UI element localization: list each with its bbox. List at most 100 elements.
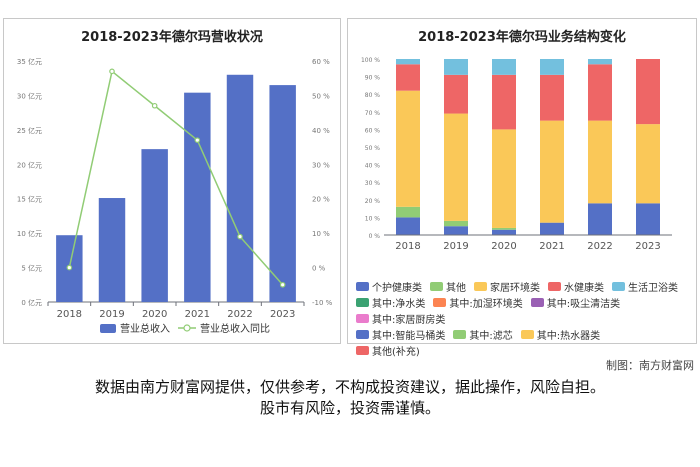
legend-label: 其他: [446, 282, 466, 294]
stack-segment: [444, 226, 468, 235]
legend-item[interactable]: 其中:滤芯: [453, 326, 513, 342]
legend-item[interactable]: 其中:家居厨房类: [356, 310, 445, 326]
y-tick-label: 80 %: [365, 92, 381, 99]
stack-segment: [636, 59, 660, 125]
legend-swatch: [474, 281, 487, 291]
x-tick-label: 2020: [142, 309, 167, 320]
stack-segment: [492, 74, 516, 130]
x-tick-label: 2021: [185, 309, 210, 320]
y-tick-label: 40 %: [365, 163, 381, 170]
stack-segment: [636, 203, 660, 235]
stack-segment: [540, 59, 564, 75]
stack-segment: [396, 90, 420, 207]
y-right-tick-label: 50 %: [312, 92, 330, 100]
y-left-tick-label: 10 亿元: [17, 229, 42, 238]
legend-item[interactable]: 其他: [430, 278, 466, 294]
legend-label: 个护健康类: [372, 282, 422, 294]
yoy-point: [279, 281, 286, 288]
y-left-tick-label: 5 亿元: [21, 264, 42, 273]
stack-segment: [396, 59, 420, 65]
legend-label: 生活卫浴类: [628, 282, 678, 294]
legend-swatch: [356, 297, 369, 307]
stack-segment: [396, 64, 420, 91]
stack-segment: [492, 129, 516, 228]
legend-swatch: [530, 297, 544, 307]
legend-item[interactable]: 其中:吸尘清洁类: [530, 294, 621, 310]
x-tick-label: 2022: [587, 241, 612, 252]
legend-item[interactable]: 其中:净水类: [356, 294, 425, 310]
legend-swatch: [453, 329, 467, 339]
y-tick-label: 50 %: [365, 145, 381, 152]
legend-item[interactable]: 其中:智能马桶类: [356, 326, 445, 342]
x-tick-label: 2023: [270, 309, 295, 320]
revenue-bar: [269, 85, 296, 302]
legend-swatch: [356, 281, 369, 291]
legend-swatch: [356, 313, 369, 323]
legend-item[interactable]: 个护健康类: [356, 278, 422, 294]
yoy-point: [237, 233, 243, 240]
legend-swatch: [430, 281, 443, 291]
legend-label: 水健康类: [564, 282, 604, 294]
revenue-chart: 0 亿元 5 亿元 10 亿元 15 亿元 20 亿元 25 亿元 30 亿元 35 亿元 -1…: [17, 57, 333, 335]
y-tick-label: 90 %: [365, 75, 381, 82]
y-left-tick-label: 0 亿元: [21, 298, 42, 307]
revenue-bar: [226, 74, 254, 302]
legend-row: 其中:智能马桶类 其中:滤芯 其中:热水器类: [356, 326, 696, 342]
legend-label: 家居环境类: [490, 282, 540, 294]
legend-item[interactable]: 其中:热水器类: [520, 326, 601, 342]
x-tick-label: 2018: [395, 241, 420, 252]
structure-chart: 0 % 10 % 20 % 30 % 40 % 50 % 60 % 70 % 80 % 90 % 1…: [361, 57, 672, 252]
stack-segment: [444, 220, 468, 227]
y-tick-label: 30 %: [365, 180, 381, 187]
legend-line-marker: [183, 324, 191, 332]
legend-label: 其中:加湿环境类: [449, 298, 523, 310]
legend-label: 其中:家居厨房类: [372, 314, 446, 326]
y-tick-label: 20 %: [365, 198, 381, 205]
disclaimer-line-1: 数据由南方财富网提供，仅供参考，不构成投资建议，据此操作，风险自担。: [94, 378, 605, 396]
legend-swatch: [356, 329, 369, 339]
legend-item[interactable]: 水健康类: [548, 278, 604, 294]
legend-item[interactable]: 其中:加湿环境类: [433, 294, 523, 310]
y-left-tick-label: 20 亿元: [17, 160, 42, 169]
legend-label: 其中:净水类: [372, 298, 426, 310]
legend-swatch: [612, 281, 625, 291]
x-tick-label: 2019: [99, 309, 124, 320]
disclaimer-line-2: 股市有风险，投资需谨慎。: [259, 399, 440, 417]
legend-item[interactable]: 其他(补充): [356, 342, 420, 358]
disclaimer: 数据由南方财富网提供，仅供参考，不构成投资建议，据此操作，风险自担。 股市有风险…: [0, 377, 700, 419]
y-left-tick-label: 25 亿元: [17, 126, 42, 135]
y-tick-label: 70 %: [365, 110, 381, 117]
yoy-line: [68, 69, 284, 286]
stack-segment: [492, 227, 516, 230]
legend-label: 其中:吸尘清洁类: [546, 298, 621, 310]
yoy-point: [66, 264, 73, 271]
y-left-tick-label: 35 亿元: [17, 57, 42, 66]
stack-segment: [396, 206, 420, 218]
y-tick-label: 100 %: [361, 57, 380, 64]
stack-segment: [492, 229, 516, 235]
legend-item[interactable]: 生活卫浴类: [612, 278, 678, 294]
y-tick-label: 60 %: [365, 127, 381, 134]
revenue-bar: [184, 92, 211, 302]
y-right-tick-label: 60 %: [312, 58, 330, 66]
legend-swatch: [548, 281, 561, 291]
legend-swatch: [356, 345, 369, 355]
legend-label: 其他(补充): [372, 346, 420, 358]
y-left-tick-label: 30 亿元: [17, 91, 42, 100]
y-left-tick-label: 15 亿元: [17, 195, 42, 204]
legend-swatch: [520, 329, 534, 339]
credit-text: 制图：南方财富网: [606, 359, 694, 372]
stack-segment: [588, 59, 612, 65]
x-tick-label: 2021: [539, 241, 564, 252]
legend-label: 其中:滤芯: [469, 330, 513, 342]
legend-row: 其他(补充): [356, 342, 696, 358]
legend-label: 其中:热水器类: [536, 330, 601, 342]
structure-chart-panel: 2018-2023年德尔玛业务结构变化 0 % 10 % 20 % 30 % 40 % 5…: [347, 18, 697, 358]
legend-item[interactable]: 家居环境类: [474, 278, 540, 294]
legend-bar-label: 营业总收入: [120, 322, 170, 335]
yoy-point: [109, 68, 115, 75]
structure-chart-title: 2018-2023年德尔玛业务结构变化: [418, 30, 626, 45]
stack-segment: [492, 59, 516, 75]
legend-swatch: [433, 297, 447, 307]
stack-segment: [444, 113, 468, 221]
